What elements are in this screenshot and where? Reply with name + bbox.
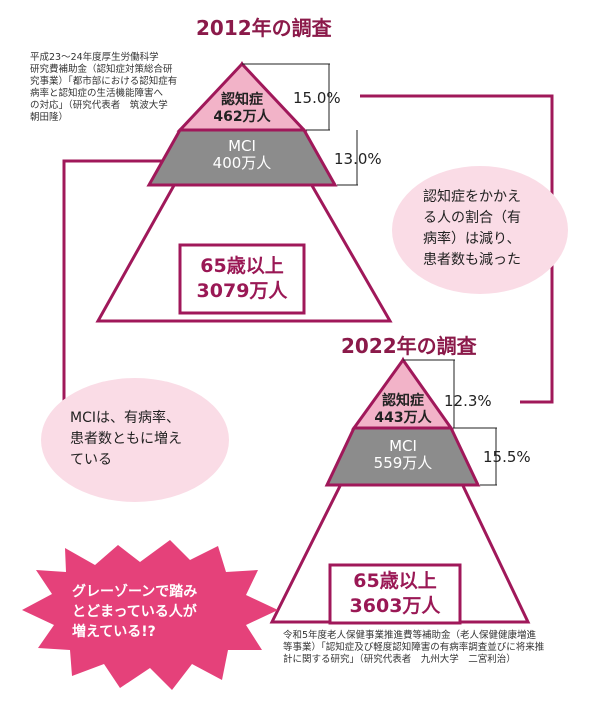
grayzone-burst-text: グレーゾーンで踏み とどまっている人が 増えている!? [72,584,198,640]
dementia-2022-label: 認知症 443万人 [374,393,432,426]
survey-2022-title: 2022年の調査 [341,334,477,358]
mci-note-bubble [41,378,229,502]
elderly-box-2012 [178,243,306,315]
survey-2022-source: 令和5年度老人保健事業推進費等補助金（老人保健健康増進 等事業）「認知症及び軽度… [283,630,545,665]
elderly-box-2022 [328,563,462,625]
mci-2022-rate: 15.5% [483,448,531,466]
elderly-2012-text: 65歳以上 3079万人 [196,255,288,302]
pyramid-2012-mci-band [146,128,338,187]
dementia-2012-label: 認知症 462万人 [213,92,271,125]
mci-2022-label: MCI 559万人 [373,437,433,472]
dementia-note-text: 認知症をかかえ る人の割合（有 病率）は減り、 患者数も減った [423,189,521,268]
dementia-2012-rate: 15.0% [293,89,341,107]
survey-2012-source: 平成23～24年度厚生労働科学 研究費補助金（認知症対策総合研 究事業）「都市部… [30,52,178,123]
elderly-2022-text: 65歳以上 3603万人 [349,570,441,617]
grayzone-burst [22,540,278,690]
mci-2012-rate: 13.0% [334,150,382,168]
mci-note-text: MCIは、有病率、 患者数ともに増え ている [70,410,182,468]
pyramid-2022 [269,356,531,625]
pyramid-2022-mci-band [324,426,481,487]
mci-2012-label: MCI 400万人 [212,137,272,172]
pyramid-2012 [95,60,393,323]
dementia-note-bubble [392,166,568,294]
pyramid-2012-base [95,60,393,323]
dementia-2022-rate: 12.3% [444,392,492,410]
survey-2012-title: 2012年の調査 [196,16,332,40]
